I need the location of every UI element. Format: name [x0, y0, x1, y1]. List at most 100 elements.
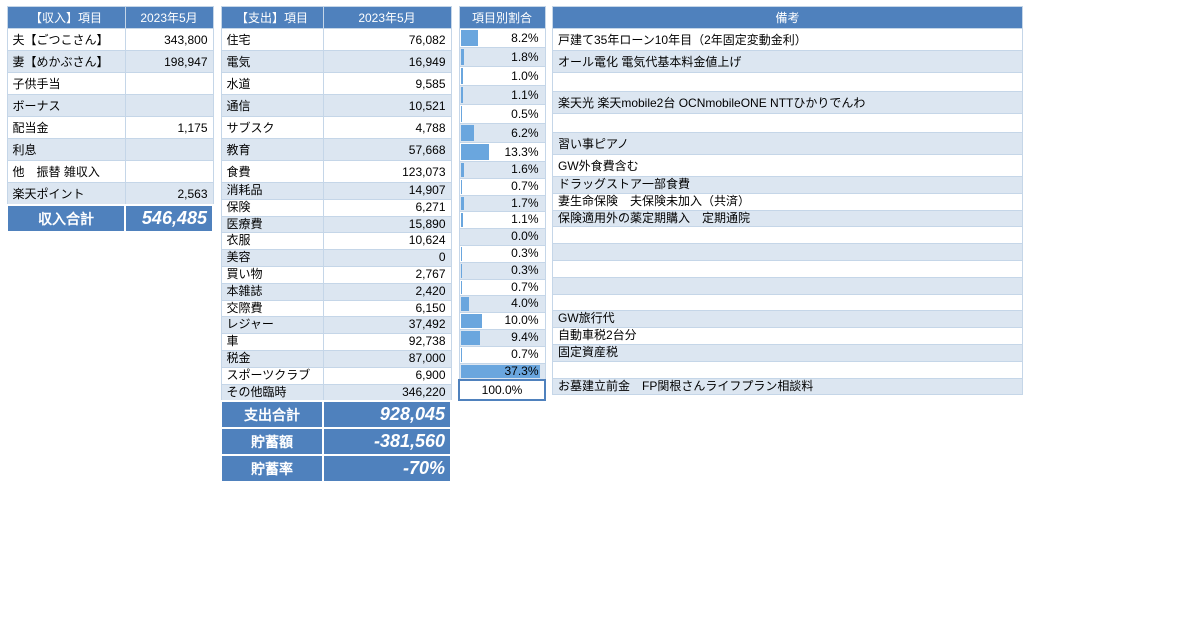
notes-header: 備考: [553, 7, 1023, 29]
ratio-value: 0.3%: [511, 246, 538, 260]
income-row-value: [125, 73, 213, 95]
ratio-value: 1.1%: [511, 212, 538, 226]
table-row: 通信10,521: [221, 95, 451, 117]
ratio-value: 37.3%: [504, 364, 538, 378]
table-row: [553, 244, 1023, 261]
note-text: [553, 73, 1023, 92]
table-row: 利息: [7, 139, 213, 161]
ratio-value: 1.0%: [511, 69, 538, 83]
table-row: ドラッグストア一部食費: [553, 177, 1023, 194]
income-row-value: [125, 161, 213, 183]
ratio-bar: [461, 247, 462, 261]
table-row: 自動車税2台分: [553, 328, 1023, 345]
table-row: [553, 294, 1023, 311]
expense-row-label: 水道: [221, 73, 323, 95]
expense-row-label: 買い物: [221, 266, 323, 283]
ratio-value: 1.1%: [511, 88, 538, 102]
table-row: 水道9,585: [221, 73, 451, 95]
ratio-bar: [461, 314, 482, 328]
income-row-label: 子供手当: [7, 73, 125, 95]
ratio-cell: 0.0%: [459, 229, 545, 246]
table-row: 0.5%: [459, 105, 545, 124]
table-row: サブスク4,788: [221, 117, 451, 139]
expense-row-label: 税金: [221, 350, 323, 367]
note-text: [553, 260, 1023, 277]
expense-row-value: 6,150: [323, 300, 451, 317]
table-row: 1.1%: [459, 86, 545, 105]
ratio-bar: [461, 331, 481, 345]
table-row: 車92,738: [221, 334, 451, 351]
ratio-value: 6.2%: [511, 126, 538, 140]
ratio-bar: [461, 281, 462, 295]
ratio-value: 0.3%: [511, 263, 538, 277]
table-row: 消耗品14,907: [221, 183, 451, 200]
table-row: 0.0%: [459, 229, 545, 246]
table-row: 食費123,073: [221, 161, 451, 183]
table-row: お墓建立前金 FP関根さんライフプラン相談料: [553, 378, 1023, 395]
ratio-value: 0.7%: [511, 179, 538, 193]
ratio-cell: 0.5%: [459, 105, 545, 124]
income-header-month: 2023年5月: [125, 7, 213, 29]
expense-row-label: 交際費: [221, 300, 323, 317]
budget-report: 【収入】項目 2023年5月 夫【ごつこさん】343,800妻【めかぶさん】19…: [6, 6, 1194, 483]
note-text: 自動車税2台分: [553, 328, 1023, 345]
table-row: 衣服10,624: [221, 233, 451, 250]
expense-row-value: 10,521: [323, 95, 451, 117]
income-row-value: 343,800: [125, 29, 213, 51]
expense-row-label: 教育: [221, 139, 323, 161]
table-row: 1.0%: [459, 67, 545, 86]
table-row: 13.3%: [459, 143, 545, 162]
summary-label: 支出合計: [221, 401, 323, 428]
table-row: 楽天光 楽天mobile2台 OCNmobileONE NTTひかりでんわ: [553, 92, 1023, 114]
table-row: 税金87,000: [221, 350, 451, 367]
expense-row-label: 医療費: [221, 216, 323, 233]
note-text: [553, 114, 1023, 133]
table-row: 0.3%: [459, 245, 545, 262]
ratio-cell: 10.0%: [459, 313, 545, 330]
income-row-label: 夫【ごつこさん】: [7, 29, 125, 51]
table-row: 本雑誌2,420: [221, 283, 451, 300]
income-total-label: 収入合計: [7, 205, 125, 232]
ratio-value: 0.7%: [511, 280, 538, 294]
table-row: 1.7%: [459, 195, 545, 212]
table-row: 8.2%: [459, 29, 545, 48]
table-row: 10.0%: [459, 313, 545, 330]
table-row: オール電化 電気代基本料金値上げ: [553, 51, 1023, 73]
table-row: ボーナス: [7, 95, 213, 117]
table-row: 1.6%: [459, 162, 545, 179]
notes-table: 備考 戸建て35年ローン10年目（2年固定変動金利）オール電化 電気代基本料金値…: [552, 6, 1023, 395]
table-row: 0.7%: [459, 178, 545, 195]
ratio-value: 0.5%: [511, 107, 538, 121]
expense-row-value: 16,949: [323, 51, 451, 73]
ratio-cell: 1.1%: [459, 212, 545, 229]
note-text: オール電化 電気代基本料金値上げ: [553, 51, 1023, 73]
ratio-bar: [461, 348, 462, 362]
ratio-cell: 6.2%: [459, 124, 545, 143]
expense-row-label: その他臨時: [221, 384, 323, 401]
expense-row-value: 346,220: [323, 384, 451, 401]
income-row-value: 198,947: [125, 51, 213, 73]
summary-value: -70%: [323, 455, 451, 482]
ratio-cell: 0.7%: [459, 346, 545, 363]
ratio-value: 4.0%: [511, 296, 538, 310]
table-row: [553, 73, 1023, 92]
ratio-cell: 4.0%: [459, 296, 545, 313]
table-row: 他 振替 雑収入: [7, 161, 213, 183]
ratio-value: 0.7%: [511, 347, 538, 361]
table-row: 住宅76,082: [221, 29, 451, 51]
table-row: 夫【ごつこさん】343,800: [7, 29, 213, 51]
ratio-cell: 37.3%: [459, 363, 545, 380]
ratio-bar: [461, 163, 464, 177]
ratio-bar: [461, 87, 463, 103]
ratio-cell: 0.3%: [459, 262, 545, 279]
ratio-bar: [461, 197, 465, 211]
income-row-label: 楽天ポイント: [7, 183, 125, 206]
ratio-value: 1.8%: [511, 50, 538, 64]
income-row-value: 2,563: [125, 183, 213, 206]
expense-row-value: 123,073: [323, 161, 451, 183]
note-text: [553, 244, 1023, 261]
table-row: GW旅行代: [553, 311, 1023, 328]
expense-row-value: 6,900: [323, 367, 451, 384]
table-row: [553, 260, 1023, 277]
note-text: [553, 227, 1023, 244]
